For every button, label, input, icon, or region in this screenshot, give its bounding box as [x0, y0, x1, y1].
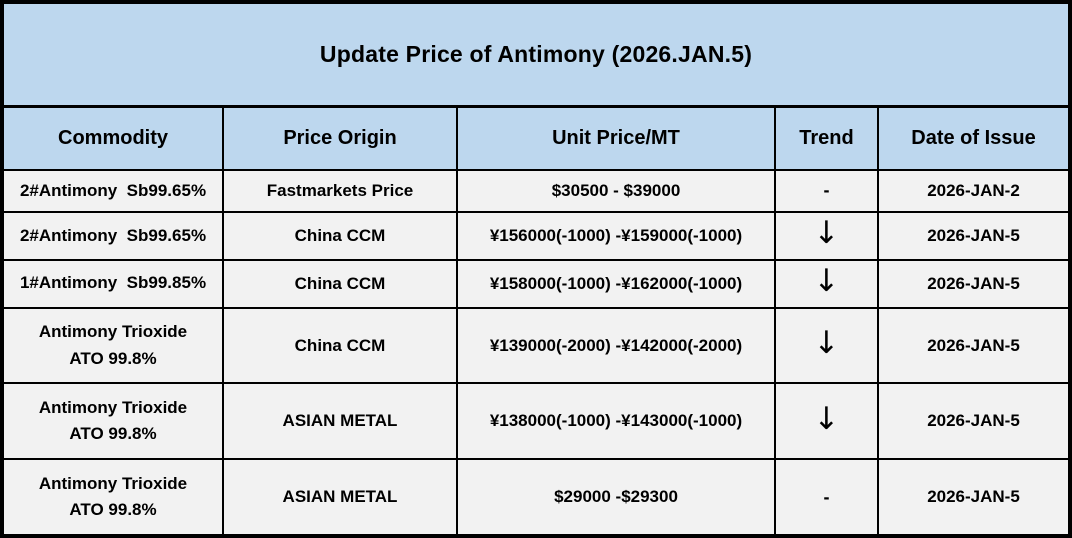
- price-table: Commodity Price Origin Unit Price/MT Tre…: [4, 108, 1068, 534]
- unit-price-cell: ¥158000(-1000) -¥162000(-1000): [456, 258, 776, 309]
- price-origin-cell: ASIAN METAL: [222, 382, 458, 461]
- date-of-issue-cell: 2026-JAN-5: [877, 258, 1068, 309]
- price-origin-cell: China CCM: [222, 210, 458, 261]
- column-header-date-of-issue: Date of Issue: [877, 108, 1068, 171]
- unit-price-cell: ¥139000(-2000) -¥142000(-2000): [456, 306, 776, 385]
- table-row: 2#Antimony Sb99.65% China CCM ¥156000(-1…: [4, 210, 1068, 261]
- date-of-issue-cell: 2026-JAN-2: [877, 169, 1068, 213]
- price-origin-cell: ASIAN METAL: [222, 458, 458, 534]
- date-of-issue-cell: 2026-JAN-5: [877, 306, 1068, 385]
- price-origin-cell: China CCM: [222, 258, 458, 309]
- table-row: 2#Antimony Sb99.65% Fastmarkets Price $3…: [4, 169, 1068, 213]
- commodity-cell: 1#Antimony Sb99.85%: [4, 258, 224, 309]
- column-header-commodity: Commodity: [4, 108, 224, 171]
- page-title: Update Price of Antimony (2026.JAN.5): [4, 4, 1068, 108]
- trend-cell-down-arrow-icon: ↓: [774, 306, 879, 385]
- table-row: Antimony Trioxide ATO 99.8% ASIAN METAL …: [4, 382, 1068, 461]
- trend-cell-down-arrow-icon: ↓: [774, 210, 879, 261]
- trend-cell-down-arrow-icon: ↓: [774, 258, 879, 309]
- column-header-unit-price: Unit Price/MT: [456, 108, 776, 171]
- price-origin-cell: Fastmarkets Price: [222, 169, 458, 213]
- date-of-issue-cell: 2026-JAN-5: [877, 210, 1068, 261]
- trend-cell-dash-icon: -: [774, 169, 879, 213]
- unit-price-cell: ¥138000(-1000) -¥143000(-1000): [456, 382, 776, 461]
- unit-price-cell: $30500 - $39000: [456, 169, 776, 213]
- commodity-cell: Antimony Trioxide ATO 99.8%: [4, 458, 224, 534]
- table-row: 1#Antimony Sb99.85% China CCM ¥158000(-1…: [4, 258, 1068, 309]
- commodity-cell: Antimony Trioxide ATO 99.8%: [4, 306, 224, 385]
- commodity-cell: 2#Antimony Sb99.65%: [4, 169, 224, 213]
- unit-price-cell: ¥156000(-1000) -¥159000(-1000): [456, 210, 776, 261]
- table-row: Antimony Trioxide ATO 99.8% ASIAN METAL …: [4, 458, 1068, 534]
- commodity-cell: 2#Antimony Sb99.65%: [4, 210, 224, 261]
- trend-cell-dash-icon: -: [774, 458, 879, 534]
- date-of-issue-cell: 2026-JAN-5: [877, 382, 1068, 461]
- price-origin-cell: China CCM: [222, 306, 458, 385]
- commodity-cell: Antimony Trioxide ATO 99.8%: [4, 382, 224, 461]
- header-row: Commodity Price Origin Unit Price/MT Tre…: [4, 108, 1068, 171]
- table-row: Antimony Trioxide ATO 99.8% China CCM ¥1…: [4, 306, 1068, 385]
- column-header-trend: Trend: [774, 108, 879, 171]
- unit-price-cell: $29000 -$29300: [456, 458, 776, 534]
- column-header-price-origin: Price Origin: [222, 108, 458, 171]
- trend-cell-down-arrow-icon: ↓: [774, 382, 879, 461]
- date-of-issue-cell: 2026-JAN-5: [877, 458, 1068, 534]
- table-body: 2#Antimony Sb99.65% Fastmarkets Price $3…: [4, 169, 1068, 534]
